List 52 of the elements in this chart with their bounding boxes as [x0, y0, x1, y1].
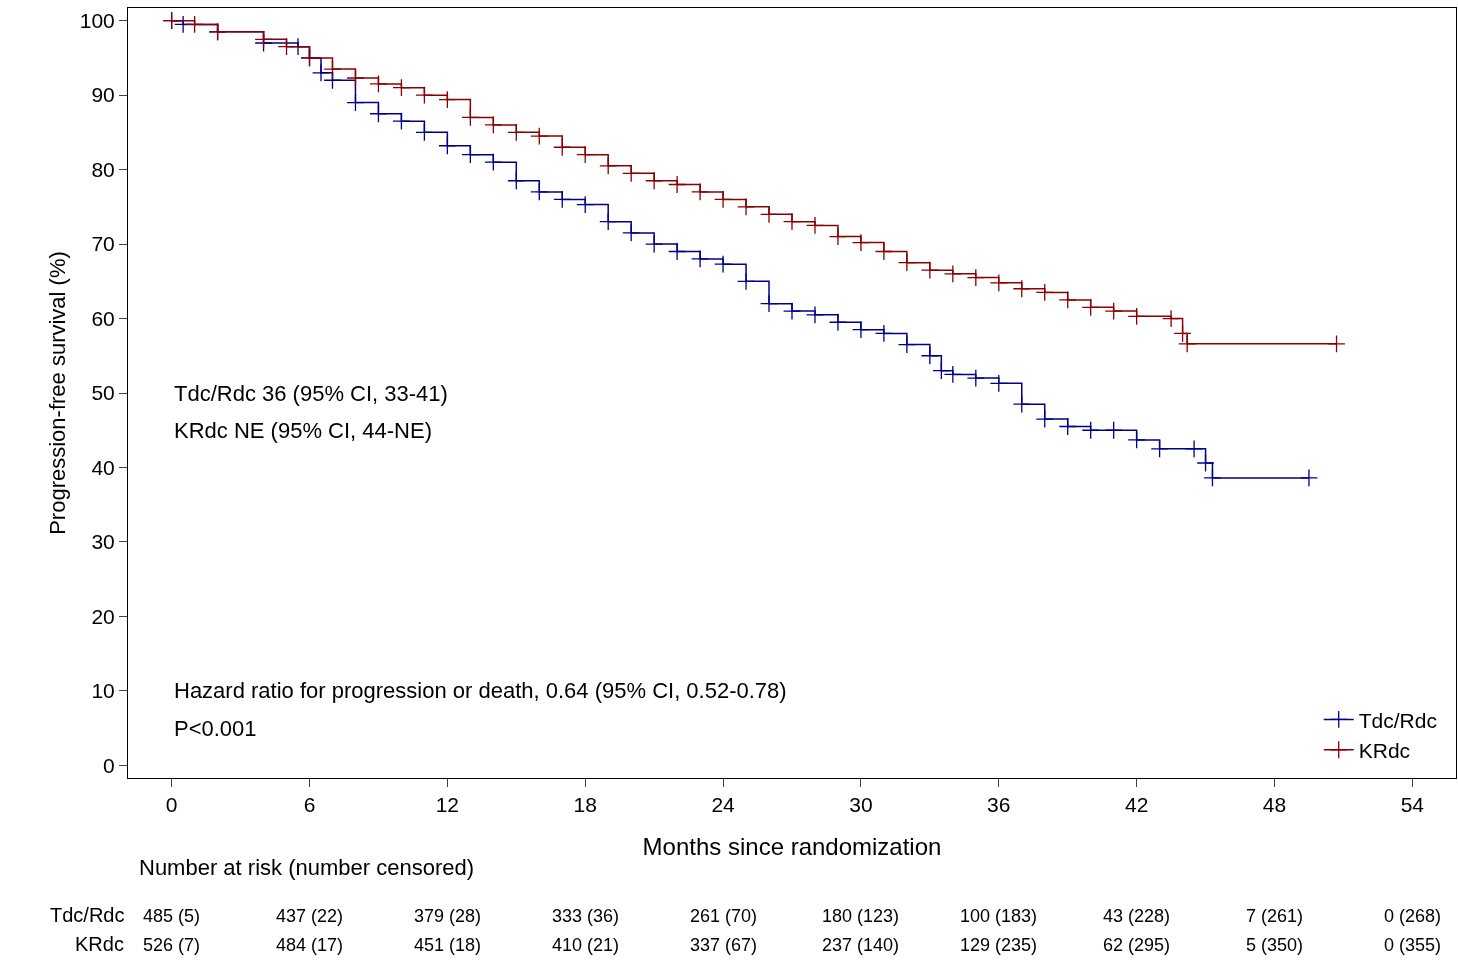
- text: 333 (36): [552, 906, 620, 926]
- text: Tdc/Rdc: [50, 904, 125, 926]
- annotation: Tdc/Rdc 36 (95% CI, 33-41): [174, 381, 448, 406]
- y-tick-label: 30: [91, 530, 115, 554]
- text: 337 (67): [690, 935, 758, 955]
- text: 0 (355): [1384, 935, 1442, 955]
- text: 410 (21): [552, 935, 620, 955]
- x-tick-label: 42: [1124, 793, 1149, 817]
- text: 451 (18): [414, 935, 482, 955]
- y-tick-label: 40: [91, 455, 115, 479]
- y-tick-label: 20: [91, 604, 115, 628]
- legend-label: KRdc: [1358, 738, 1411, 762]
- text: 180 (123): [822, 906, 900, 926]
- y-tick-label: 70: [91, 232, 115, 256]
- x-tick-label: 6: [303, 793, 316, 817]
- y-tick-label: 10: [91, 679, 115, 703]
- x-tick-label: 36: [987, 793, 1011, 817]
- annotation: P<0.001: [174, 716, 257, 741]
- text: 100 (183): [960, 906, 1038, 926]
- x-tick-label: 24: [711, 793, 736, 817]
- text: 437 (22): [276, 906, 344, 926]
- x-tick-label: 0: [165, 793, 178, 817]
- annotation: Hazard ratio for progression or death, 0.64 (95% CI, 0.52-0.78): [174, 678, 787, 703]
- text: 43 (228): [1103, 906, 1171, 926]
- text: 237 (140): [822, 935, 900, 955]
- y-tick-label: 0: [103, 753, 115, 777]
- text: Number at risk (number censored): [139, 855, 475, 880]
- text: 379 (28): [414, 906, 482, 926]
- text: 129 (235): [960, 935, 1038, 955]
- text: 62 (295): [1103, 935, 1171, 955]
- y-tick-label: 80: [91, 157, 115, 181]
- text: KRdc: [75, 933, 124, 955]
- text: 484 (17): [276, 935, 344, 955]
- annotation: KRdc NE (95% CI, 44-NE): [174, 418, 432, 443]
- y-tick-label: 60: [91, 306, 115, 330]
- text: 0 (268): [1384, 906, 1442, 926]
- text: 526 (7): [143, 935, 201, 955]
- x-tick-label: 54: [1400, 793, 1425, 817]
- y-axis-title: Progression-free survival (%): [44, 251, 70, 535]
- y-tick-label: 90: [91, 83, 115, 107]
- x-tick-label: 12: [435, 793, 460, 817]
- text: 7 (261): [1246, 906, 1304, 926]
- text: 5 (350): [1246, 935, 1304, 955]
- x-tick-label: 30: [849, 793, 873, 817]
- text: 485 (5): [143, 906, 201, 926]
- legend-label: Tdc/Rdc: [1358, 708, 1437, 732]
- x-tick-label: 18: [573, 793, 597, 817]
- y-tick-label: 50: [91, 381, 115, 405]
- text: 261 (70): [690, 906, 758, 926]
- x-axis-title: Months since randomization: [642, 832, 942, 860]
- x-tick-label: 48: [1262, 793, 1287, 817]
- y-tick-label: 100: [79, 9, 115, 33]
